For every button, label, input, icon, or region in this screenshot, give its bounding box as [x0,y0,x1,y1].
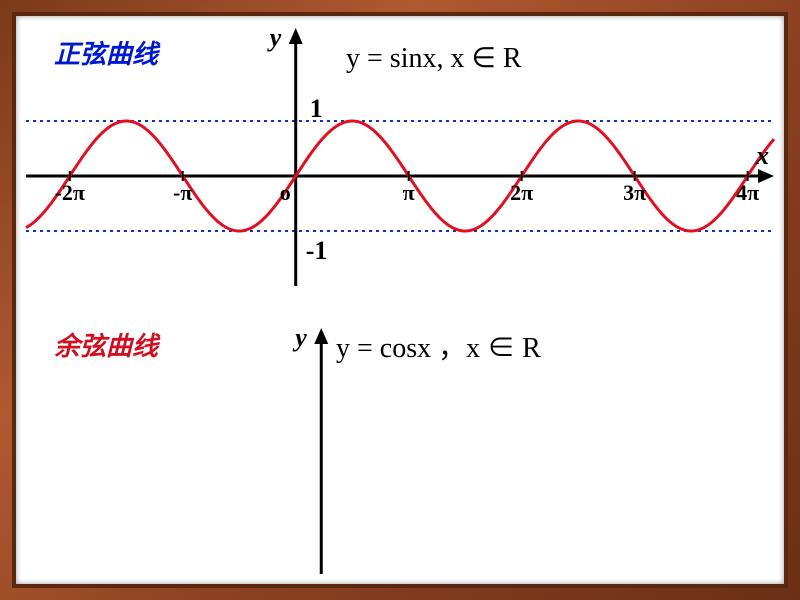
svg-text:y: y [292,323,307,352]
svg-text:-1: -1 [306,236,328,265]
svg-text:1: 1 [310,94,323,123]
sine-chart: -2π -π π 2π 3π 4π o y x 1 -1 [16,16,784,296]
svg-text:x: x [755,141,769,170]
svg-text:3π: 3π [623,180,646,205]
svg-text:4π: 4π [736,180,759,205]
svg-text:2π: 2π [510,180,533,205]
plot-area: 正弦曲线 y = sinx, x ∈ R -2π-ππ2π3π4πoyx1-1 … [16,16,784,584]
wooden-frame: 正弦曲线 y = sinx, x ∈ R -2π-ππ2π3π4πoyx1-1 … [0,0,800,600]
cosine-chart: -2π-ππ2π3πoyx1-1 [16,316,784,584]
svg-text:y: y [267,23,282,52]
svg-text:π: π [403,180,415,205]
svg-text:-2π: -2π [55,180,85,205]
svg-text:o: o [280,180,291,205]
whiteboard: 正弦曲线 y = sinx, x ∈ R -2π-ππ2π3π4πoyx1-1 … [12,12,788,588]
svg-text:-π: -π [173,180,192,205]
